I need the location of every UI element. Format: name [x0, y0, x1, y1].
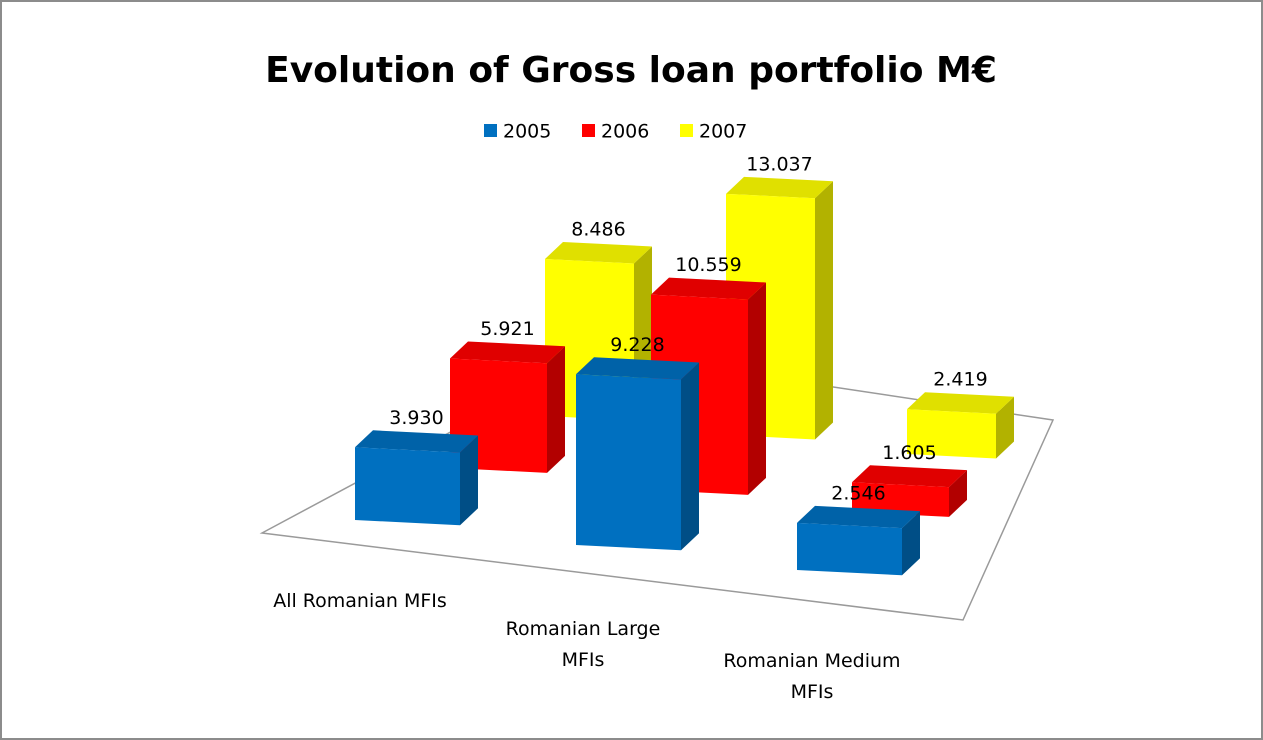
data-label: 3.930: [389, 407, 443, 429]
bar-front: [576, 374, 681, 551]
chart-title: Evolution of Gross loan portfolio M€: [265, 50, 997, 91]
bar-top-shade: [651, 277, 766, 300]
bar-top-shade: [852, 465, 967, 488]
bar-top: [651, 277, 766, 300]
bar-side: [996, 396, 1014, 459]
bar-front: [852, 482, 949, 517]
bar-side-shade: [681, 362, 699, 551]
bar-side: [460, 435, 478, 526]
data-label: 2.546: [831, 482, 885, 504]
x-tick-label: Romanian Medium MFIs: [723, 650, 901, 703]
bar-top: [545, 242, 652, 264]
bar-side: [949, 470, 967, 517]
bar-top: [355, 430, 478, 453]
bar-top: [576, 357, 699, 380]
x-tick-label: All Romanian MFIs: [273, 590, 447, 612]
data-label: 8.486: [571, 219, 625, 241]
bar-side: [681, 362, 699, 551]
bar-top-shade: [576, 357, 699, 380]
legend-swatch: [680, 124, 693, 137]
bar-top: [450, 341, 565, 364]
bar-side: [815, 181, 833, 440]
legend-label: 2006: [601, 121, 649, 143]
bar-front: [907, 409, 996, 459]
bar-top-shade: [545, 242, 652, 264]
bar-side: [547, 346, 565, 473]
bar-top: [852, 465, 967, 488]
bar-side-shade: [996, 396, 1014, 459]
bar-front: [797, 522, 902, 576]
data-label: 2.419: [933, 369, 987, 391]
data-label: 9.228: [610, 334, 664, 356]
bar-top-shade: [907, 392, 1014, 414]
legend-swatch: [484, 124, 497, 137]
bar-side: [902, 511, 920, 576]
bar-top: [907, 392, 1014, 414]
data-label: 1.605: [882, 442, 936, 464]
legend-label: 2005: [503, 121, 551, 143]
bar-top-shade: [797, 505, 920, 529]
bar-top: [797, 505, 920, 529]
data-label: 5.921: [480, 318, 534, 340]
bar-top-shade: [355, 430, 478, 453]
bar-top: [726, 176, 833, 199]
x-tick-label: Romanian Large MFIs: [505, 618, 661, 671]
bar-top-shade: [450, 341, 565, 364]
bar-side-shade: [815, 181, 833, 440]
bar-side-shade: [949, 470, 967, 517]
data-label: 13.037: [746, 153, 812, 175]
bar-side-shade: [460, 435, 478, 526]
bar-side-shade: [748, 282, 766, 495]
bar-side-shade: [902, 511, 920, 576]
bar-side: [748, 282, 766, 495]
data-label: 10.559: [675, 254, 741, 276]
bar-top-shade: [726, 176, 833, 199]
legend-swatch: [582, 124, 595, 137]
bar-front: [355, 447, 460, 526]
bar-side-shade: [547, 346, 565, 473]
legend-label: 2007: [699, 121, 747, 143]
